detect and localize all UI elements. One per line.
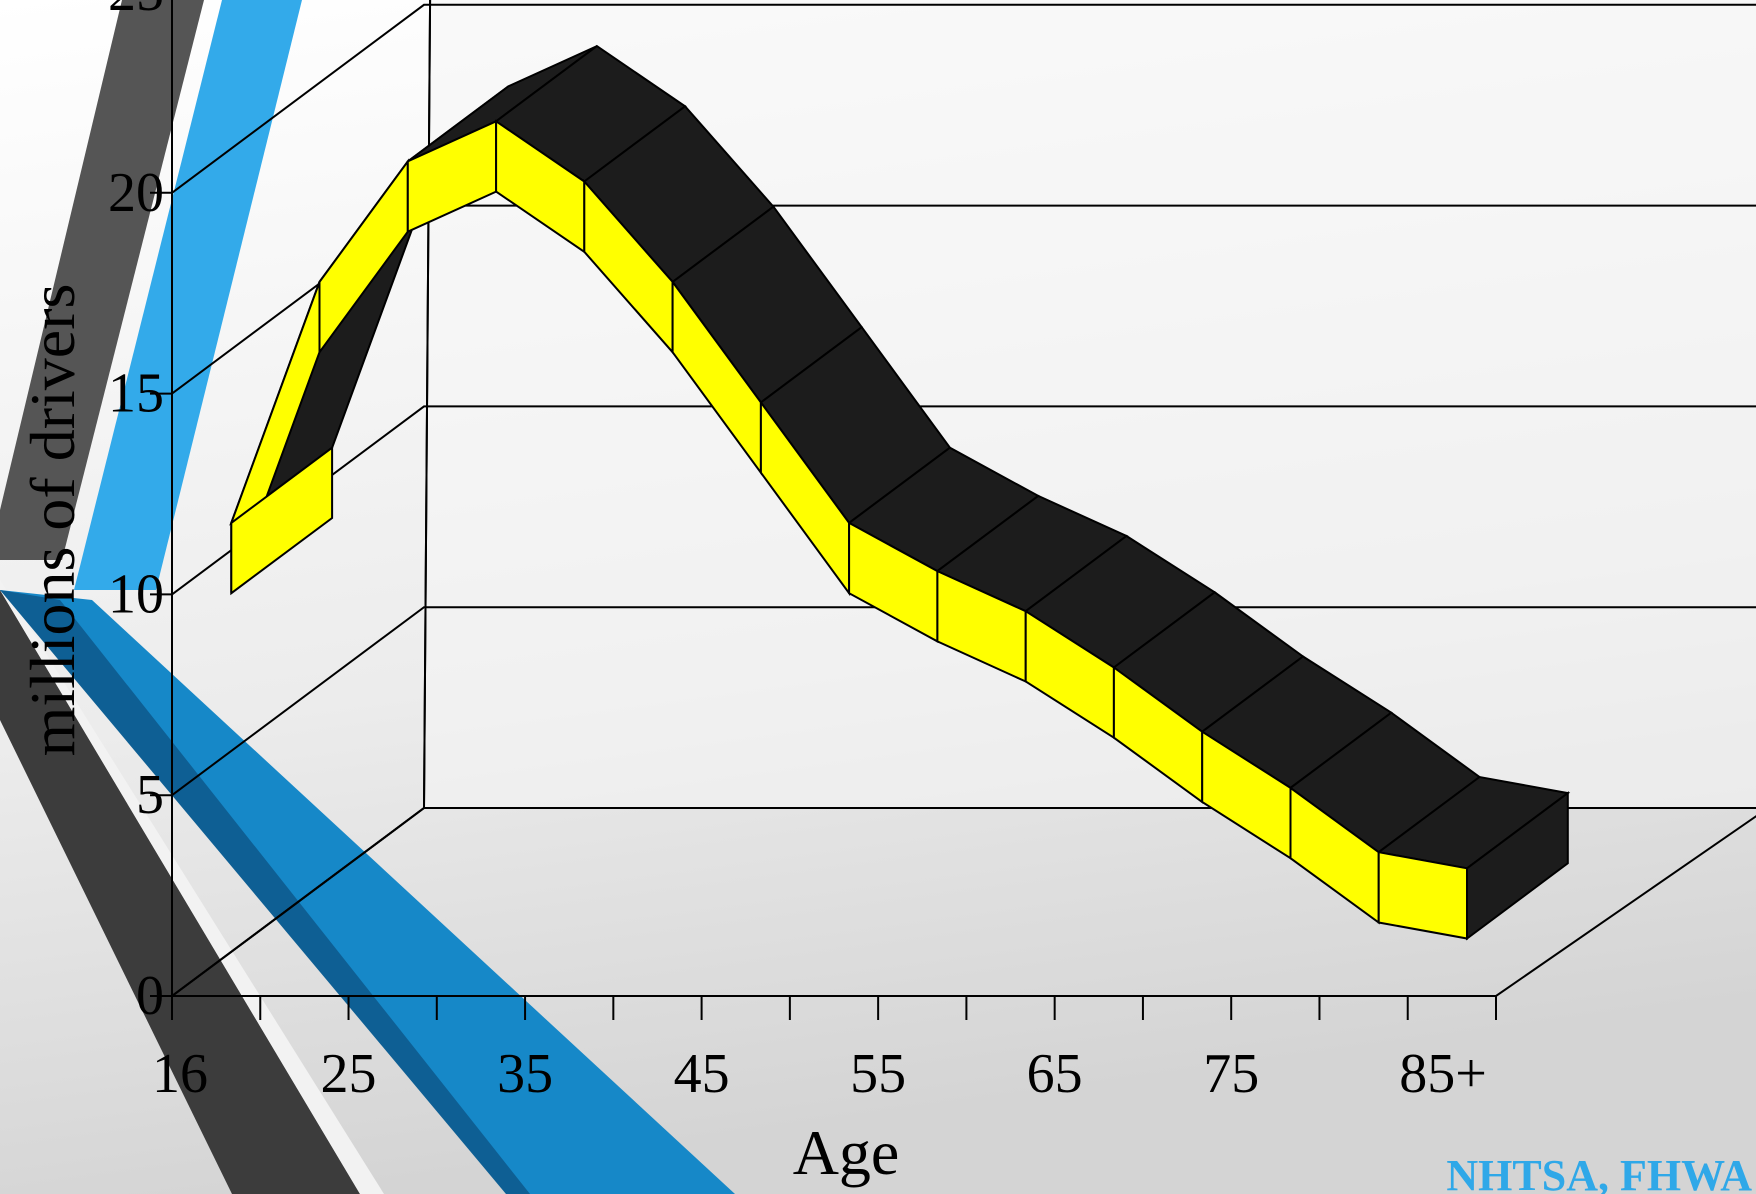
y-tick-label: 25: [108, 0, 164, 23]
stripe-dark-top: [0, 0, 204, 560]
x-tick-label: 75: [1203, 1043, 1259, 1105]
y-tick-label: 0: [136, 965, 164, 1027]
x-tick-label: 55: [850, 1043, 906, 1105]
x-tick-label: 35: [497, 1043, 553, 1105]
y-tick-label: 10: [108, 563, 164, 625]
y-axis-title: millions of drivers: [17, 284, 88, 757]
gridline: [171, 606, 1756, 797]
x-tick-label: 85+: [1399, 1043, 1487, 1105]
source-credit: NHTSA, FHWA: [1446, 1151, 1752, 1194]
ribbon-end-cap: [1466, 791, 1569, 941]
decorative-stripes: [0, 0, 735, 1194]
x-tick-label: 25: [321, 1043, 377, 1105]
x-axis-title: Age: [793, 1117, 900, 1188]
y-tick-label: 5: [136, 764, 164, 826]
ribbon-front-segment: [1377, 851, 1468, 940]
x-tick-label: 65: [1027, 1043, 1083, 1105]
chart-axes: 0 5 10 15 20 25 16 25 35 45 55 65 75 85+: [108, 0, 1497, 1105]
x-tick-label: 16: [152, 1043, 208, 1105]
stripe-white-bottom: [0, 580, 384, 1194]
y-tick-label: 20: [108, 162, 164, 224]
data-ribbon: [229, 44, 1571, 941]
stripe-blue-top: [74, 0, 302, 590]
stripe-blue-bottom: [0, 590, 735, 1194]
y-tick-label: 15: [108, 363, 164, 425]
x-tick-label: 45: [674, 1043, 730, 1105]
ribbon-start-cap: [230, 445, 334, 596]
stripe-blue-shadow: [0, 590, 530, 1194]
gridline: [171, 3, 1756, 194]
